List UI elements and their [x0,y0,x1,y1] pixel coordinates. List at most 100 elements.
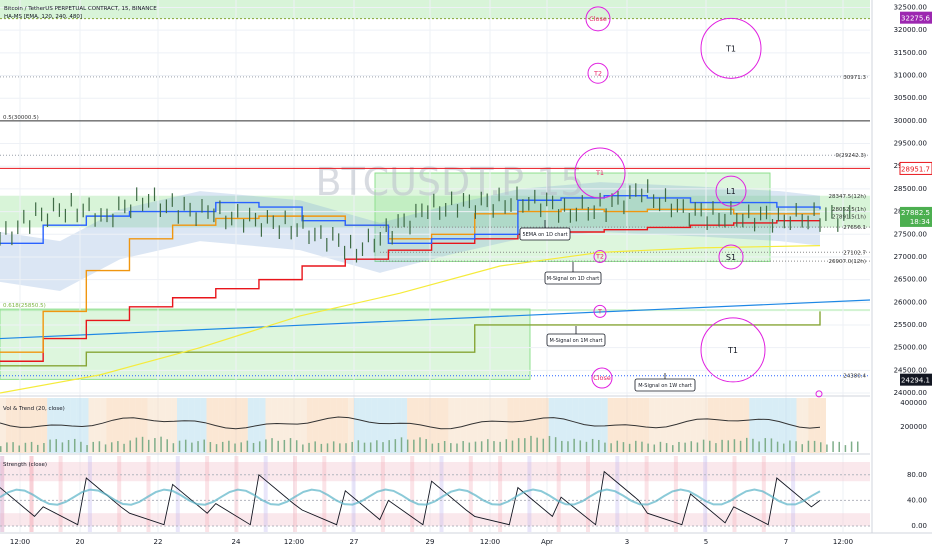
fib-line-zone [0,309,870,312]
current-price-text: 27882.5 [901,209,930,217]
callout-box [519,227,571,241]
volume-bar [406,439,409,452]
strength-bg-band [351,456,356,532]
volume-bg-band [489,398,496,453]
series-line-0 [0,219,820,362]
volume-bar [585,441,588,452]
volume-bar [622,442,625,452]
target-circle-large [700,17,762,79]
volume-bar [443,441,446,452]
volume-bar [678,441,680,452]
volume-bar [826,444,828,452]
volume-bg-band [666,398,673,453]
volume-bar [295,440,298,452]
target-label: Close [589,15,607,23]
volume-bg-band [637,398,644,453]
price-axis[interactable] [872,0,932,550]
volume-bg-band [318,398,325,453]
volume-bg-band [430,398,437,453]
volume-bg-band [188,398,195,453]
volume-bar [480,441,483,452]
volume-bar [363,442,366,452]
volume-bar [425,439,427,452]
volume-bg-band [389,398,396,453]
volume-bg-band [654,398,661,453]
volume-bg-band [772,398,779,453]
volume-bar [221,441,224,452]
volume-bar [215,444,218,452]
time-tick-label: 12:00 [833,538,853,546]
volume-bar [548,435,551,452]
volume-bg-band [448,398,455,453]
volume-bg-band [690,398,697,453]
time-axis[interactable] [0,533,932,550]
target-circle-large [700,317,766,383]
volume-bar [505,439,508,452]
target-label: T [597,307,602,315]
volume-bg-band [483,398,490,453]
time-tick-label: 29 [426,538,435,546]
volume-bar [49,439,51,452]
price-tick-label: 30500.00 [894,94,927,102]
time-tick-label: 20 [76,538,85,546]
volume-bar [542,438,545,452]
level-label: 28347.5(12h) [828,194,866,200]
volume-bg-band [507,398,514,453]
volume-bar [178,440,181,452]
level-label: 27102.7 [843,250,866,256]
strength-bg-band [263,456,268,532]
volume-bg-band [265,398,272,453]
volume-bar [369,442,372,452]
price-tick-label: 26500.00 [894,276,927,284]
volume-bar [579,440,582,452]
strength-bg-band [87,456,92,532]
volume-bg-band [796,398,803,453]
volume-bg-band [820,398,826,453]
price-tick-label: 29500.00 [894,140,927,148]
volume-bar [246,440,249,452]
volume-bg-band [495,398,502,453]
volume-bar [73,438,76,452]
volume-bg-band [295,398,301,453]
volume-bar [770,438,773,452]
volume-bar [641,441,643,452]
volume-bg-band [749,398,756,453]
strength-bg-band [0,456,4,532]
volume-bg-band [460,398,467,453]
price-tick-label: 27000.00 [894,253,927,261]
volume-bg-band [542,398,549,453]
volume-bar [511,440,514,452]
volume-bg-band [401,398,408,453]
volume-bar [591,438,594,452]
volume-bar [382,442,384,452]
time-tick-label: 12:00 [284,538,304,546]
slow-ma-line [0,245,821,394]
strength-bg-band [498,456,503,532]
target-zone-top [0,0,870,19]
trend-line [0,299,871,340]
volume-bg-band [436,398,443,453]
volume-bg-band [141,398,148,453]
strength-bg-band [468,456,473,532]
volume-bar [776,441,779,452]
volume-bar [258,441,261,452]
volume-bg-band [383,398,390,453]
strength-bg-band [410,456,415,532]
volume-bar [468,442,471,452]
volume-bg-band [619,398,626,453]
volume-bar [302,444,304,452]
volume-bar [67,439,70,452]
time-tick-label: 24 [232,538,241,546]
volume-bg-band [129,398,136,453]
target-label-large: T1 [725,44,736,53]
volume-bg-band [76,398,83,453]
price-tick-label: 32500.00 [894,4,927,12]
volume-bg-band [342,398,349,453]
volume-bar [530,435,532,452]
volume-bg-band [713,398,720,453]
strength-bg-band [439,456,444,532]
volume-bg-band [761,398,767,453]
volume-bar [795,441,797,452]
strength-bg-band [58,456,63,532]
